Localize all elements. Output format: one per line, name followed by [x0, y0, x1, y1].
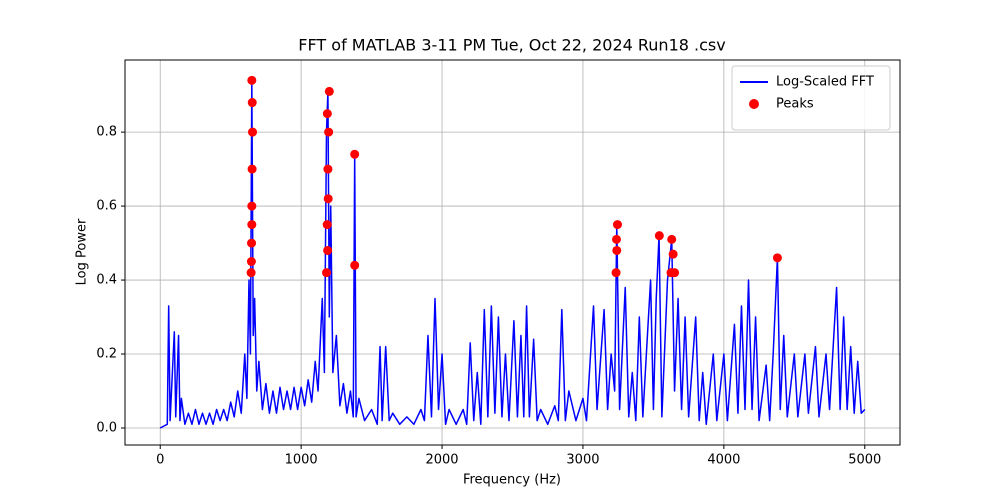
peak-point [668, 249, 678, 259]
y-axis-label: Log Power [75, 218, 90, 285]
chart-title: FFT of MATLAB 3-11 PM Tue, Oct 22, 2024 … [298, 36, 725, 55]
peak-point [323, 245, 333, 255]
peak-point [611, 268, 621, 278]
x-tick-label: 1000 [285, 453, 318, 468]
peak-point [772, 253, 782, 263]
x-axis-label: Frequency (Hz) [463, 473, 561, 488]
peak-point [350, 149, 360, 159]
plot-frame [124, 59, 901, 446]
peak-point [611, 234, 621, 244]
y-tick-label: 0.2 [96, 347, 117, 362]
peak-point [350, 260, 360, 270]
peak-point [247, 98, 257, 108]
peak-point [322, 109, 332, 119]
legend-box [731, 65, 891, 131]
peak-point [323, 164, 333, 174]
peak-point [612, 220, 622, 230]
peak-point [246, 257, 256, 267]
y-tick-label: 0.6 [96, 199, 117, 214]
peak-point [322, 268, 331, 278]
peak-point [322, 220, 332, 230]
legend-marker [749, 99, 759, 109]
peak-point [247, 238, 257, 248]
y-tick-label: 0.0 [96, 420, 117, 435]
x-tick-label: 5000 [848, 453, 881, 468]
x-tick-label: 4000 [707, 453, 740, 468]
peak-point [654, 231, 664, 241]
legend-label: Log-Scaled FFT [776, 75, 874, 90]
x-tick-label: 0 [156, 453, 164, 468]
peak-point [670, 268, 680, 278]
x-tick-label: 3000 [566, 453, 599, 468]
peak-point [323, 194, 333, 204]
peak-point [667, 234, 677, 244]
peak-point [246, 268, 256, 278]
peak-point [247, 220, 257, 230]
peak-point [612, 245, 622, 255]
legend-label: Peaks [776, 97, 814, 112]
peak-point [248, 127, 258, 137]
x-tick-label: 2000 [425, 453, 458, 468]
y-tick-label: 0.8 [96, 125, 117, 140]
peak-point [247, 75, 257, 85]
peak-point [247, 164, 257, 174]
peak-point [324, 86, 334, 96]
y-tick-label: 0.4 [96, 273, 117, 288]
peak-point [247, 201, 257, 211]
peak-point [324, 127, 334, 137]
